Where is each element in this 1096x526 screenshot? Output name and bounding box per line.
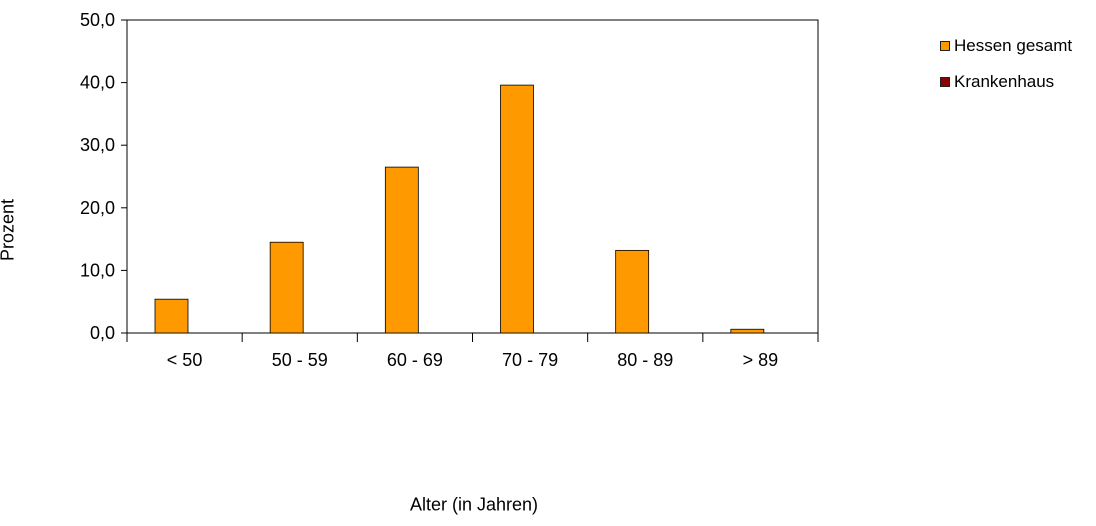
- legend-item-krankenhaus: Krankenhaus: [940, 72, 1072, 92]
- y-tick-label: 50,0: [80, 10, 115, 30]
- bar-hessen-gesamt: [384, 166, 419, 334]
- x-tick-label: 60 - 69: [387, 350, 443, 370]
- x-axis-title: Alter (in Jahren): [409, 494, 539, 515]
- bar-hessen-gesamt: [500, 84, 534, 334]
- plot-frame: [126, 19, 819, 334]
- y-tick-label: 40,0: [80, 73, 115, 93]
- bar-hessen-gesamt: [269, 241, 304, 334]
- y-tick-label: 10,0: [80, 260, 115, 280]
- legend-swatch-krankenhaus: [940, 77, 950, 87]
- x-tick-label: 50 - 59: [272, 350, 328, 370]
- y-tick-label: 30,0: [80, 135, 115, 155]
- x-tick-label: 70 - 79: [502, 350, 558, 370]
- y-tick-label: 0,0: [90, 323, 115, 343]
- legend-swatch-hessen-gesamt: [940, 41, 950, 51]
- legend-label-krankenhaus: Krankenhaus: [954, 72, 1055, 91]
- x-tick-label: > 89: [743, 350, 779, 370]
- plot-area: 0,0 10,0 20,0 30,0 40,0 50,0 < 50 50 - 59 60 - 6…: [80, 10, 819, 370]
- legend: Hessen gesamt Krankenhaus: [940, 36, 1072, 108]
- y-axis-title: Prozent: [0, 198, 18, 262]
- x-tick-label: 80 - 89: [617, 350, 673, 370]
- x-tick-label: < 50: [167, 350, 203, 370]
- legend-label-hessen-gesamt: Hessen gesamt: [954, 36, 1073, 55]
- bar-hessen-gesamt: [615, 249, 650, 334]
- y-tick-label: 20,0: [80, 198, 115, 218]
- bar-hessen-gesamt: [154, 298, 189, 334]
- legend-item-hessen-gesamt: Hessen gesamt: [940, 36, 1072, 56]
- bar-hessen-gesamt: [730, 328, 765, 334]
